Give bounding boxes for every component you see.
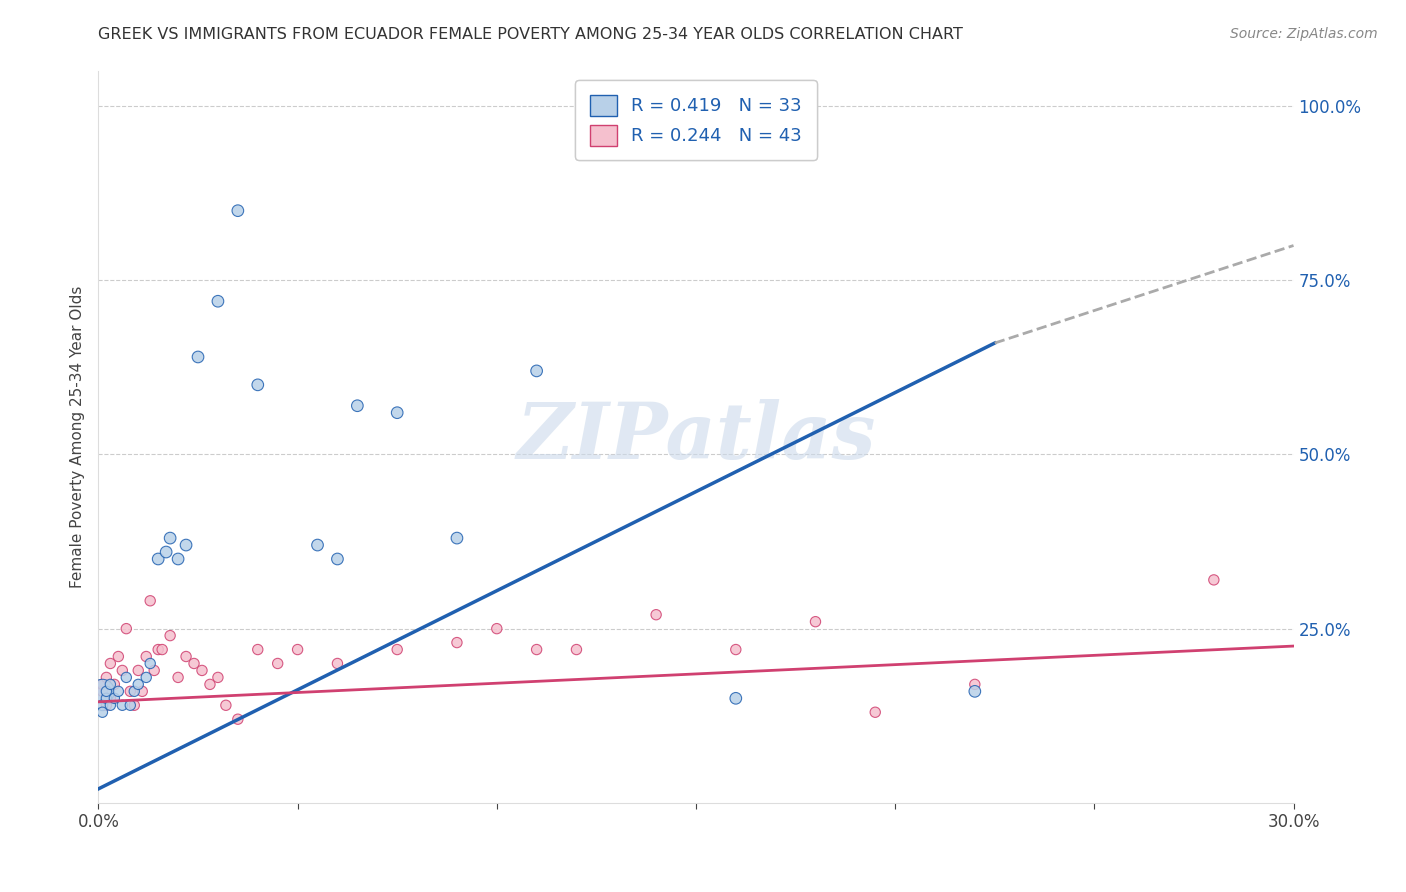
- Text: ZIPatlas: ZIPatlas: [516, 399, 876, 475]
- Y-axis label: Female Poverty Among 25-34 Year Olds: Female Poverty Among 25-34 Year Olds: [69, 286, 84, 588]
- Point: [115, 622, 138, 636]
- Point: [207, 294, 229, 309]
- Point: [98, 691, 122, 706]
- Point: [155, 545, 177, 559]
- Point: [111, 698, 134, 713]
- Point: [91, 677, 114, 691]
- Point: [307, 538, 329, 552]
- Point: [1202, 573, 1225, 587]
- Point: [127, 664, 149, 678]
- Point: [724, 691, 747, 706]
- Point: [183, 657, 205, 671]
- Point: [91, 684, 114, 698]
- Point: [963, 677, 986, 691]
- Point: [187, 350, 209, 364]
- Point: [131, 684, 153, 698]
- Point: [191, 664, 214, 678]
- Point: [724, 642, 747, 657]
- Point: [159, 531, 181, 545]
- Point: [115, 670, 138, 684]
- Point: [135, 649, 157, 664]
- Legend: R = 0.419   N = 33, R = 0.244   N = 43: R = 0.419 N = 33, R = 0.244 N = 43: [575, 80, 817, 160]
- Point: [198, 677, 221, 691]
- Point: [645, 607, 668, 622]
- Point: [246, 377, 269, 392]
- Point: [127, 677, 149, 691]
- Point: [215, 698, 238, 713]
- Point: [98, 657, 122, 671]
- Point: [246, 642, 269, 657]
- Point: [485, 622, 508, 636]
- Point: [91, 705, 114, 719]
- Point: [565, 642, 588, 657]
- Point: [107, 684, 129, 698]
- Point: [120, 698, 142, 713]
- Point: [167, 670, 190, 684]
- Point: [139, 594, 162, 608]
- Point: [963, 684, 986, 698]
- Point: [326, 657, 349, 671]
- Point: [287, 642, 309, 657]
- Text: GREEK VS IMMIGRANTS FROM ECUADOR FEMALE POVERTY AMONG 25-34 YEAR OLDS CORRELATIO: GREEK VS IMMIGRANTS FROM ECUADOR FEMALE …: [98, 27, 963, 42]
- Text: Source: ZipAtlas.com: Source: ZipAtlas.com: [1230, 27, 1378, 41]
- Point: [91, 684, 114, 698]
- Point: [96, 684, 118, 698]
- Point: [103, 677, 125, 691]
- Point: [103, 691, 125, 706]
- Point: [526, 364, 548, 378]
- Point: [96, 691, 118, 706]
- Point: [150, 642, 173, 657]
- Point: [148, 642, 170, 657]
- Point: [139, 657, 162, 671]
- Point: [143, 664, 166, 678]
- Point: [446, 531, 468, 545]
- Point: [98, 698, 122, 713]
- Point: [159, 629, 181, 643]
- Point: [135, 670, 157, 684]
- Point: [226, 712, 249, 726]
- Point: [385, 642, 409, 657]
- Point: [91, 698, 114, 713]
- Point: [96, 670, 118, 684]
- Point: [804, 615, 827, 629]
- Point: [865, 705, 887, 719]
- Point: [446, 635, 468, 649]
- Point: [526, 642, 548, 657]
- Point: [167, 552, 190, 566]
- Point: [226, 203, 249, 218]
- Point: [124, 684, 146, 698]
- Point: [346, 399, 368, 413]
- Point: [207, 670, 229, 684]
- Point: [107, 649, 129, 664]
- Point: [267, 657, 290, 671]
- Point: [111, 664, 134, 678]
- Point: [174, 538, 197, 552]
- Point: [120, 684, 142, 698]
- Point: [148, 552, 170, 566]
- Point: [96, 698, 118, 713]
- Point: [174, 649, 197, 664]
- Point: [385, 406, 409, 420]
- Point: [124, 698, 146, 713]
- Point: [98, 677, 122, 691]
- Point: [326, 552, 349, 566]
